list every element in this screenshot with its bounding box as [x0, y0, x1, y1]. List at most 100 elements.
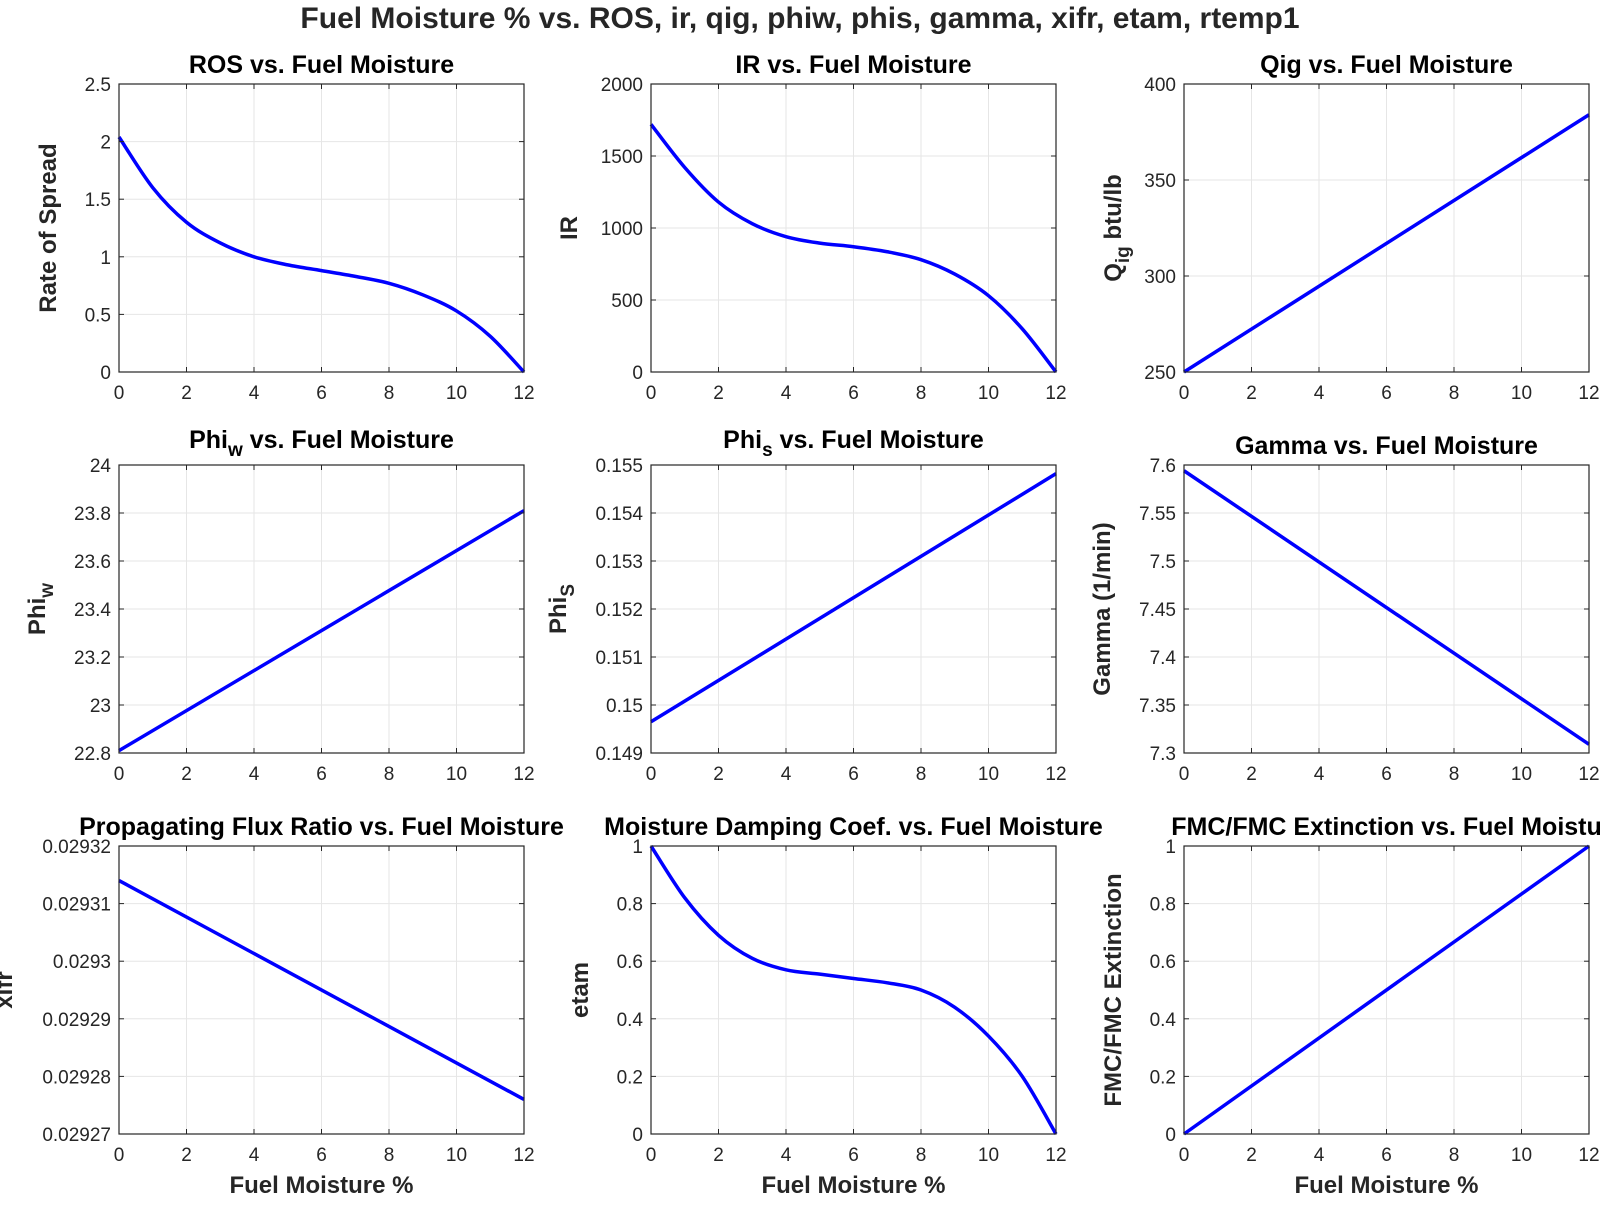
x-tick-label: 6 — [1381, 1145, 1392, 1166]
y-tick-label: 0.8 — [1150, 895, 1176, 916]
y-axis-label: Rate of Spread — [35, 143, 62, 312]
y-axis-label: Phiw — [24, 583, 58, 635]
y-axis-label-text: FMC/FMC Extinction — [1100, 873, 1127, 1106]
x-tick-label: 8 — [1449, 1145, 1460, 1166]
x-tick-label: 0 — [646, 383, 657, 404]
x-tick-label: 12 — [1578, 383, 1599, 404]
y-tick-label: 23.6 — [74, 552, 111, 573]
y-tick-label: 1 — [100, 248, 111, 269]
x-tick-label: 12 — [1578, 764, 1599, 785]
x-tick-label: 6 — [316, 383, 327, 404]
y-axis-label: Gamma (1/min) — [1089, 522, 1116, 695]
subplot-title: Gamma vs. Fuel Moisture — [1235, 432, 1538, 460]
y-axis-label-text: Gamma (1/min) — [1089, 522, 1116, 695]
y-tick-label: 250 — [1144, 363, 1176, 384]
x-tick-label: 6 — [848, 383, 859, 404]
x-tick-label: 4 — [781, 383, 792, 404]
y-tick-label: 0.6 — [1150, 952, 1176, 973]
y-tick-label: 0 — [100, 363, 111, 384]
x-tick-label: 0 — [1179, 1145, 1190, 1166]
y-tick-label: 7.35 — [1139, 696, 1176, 717]
y-tick-label: 0.15 — [606, 696, 643, 717]
x-tick-label: 2 — [1246, 383, 1257, 404]
subplot-title: FMC/FMC Extinction vs. Fuel Moistu — [1171, 813, 1600, 841]
x-tick-label: 8 — [1449, 383, 1460, 404]
y-tick-label: 7.55 — [1139, 504, 1176, 525]
y-tick-label: 7.6 — [1150, 456, 1176, 477]
y-tick-label: 1 — [632, 837, 643, 858]
y-tick-label: 0 — [632, 1125, 643, 1146]
subplot-title-text: IR vs. Fuel Moisture — [735, 51, 971, 79]
x-tick-label: 4 — [1314, 764, 1325, 785]
x-tick-label: 6 — [1381, 383, 1392, 404]
y-tick-label: 7.4 — [1150, 648, 1177, 669]
x-tick-label: 8 — [916, 764, 927, 785]
x-tick-label: 2 — [713, 1145, 724, 1166]
x-axis-label: Fuel Moisture % — [229, 1172, 413, 1199]
x-tick-label: 10 — [1511, 383, 1532, 404]
x-axis-label: Fuel Moisture % — [1294, 1172, 1478, 1199]
subplot-5: 0 2 4 6 8 10 12 0.149 0.15 0.151 0.152 0.153 0.154 0.… — [545, 426, 1067, 785]
y-axis-label-text: Phi — [545, 597, 572, 634]
y-tick-label: 7.45 — [1139, 600, 1176, 621]
subplot-title: IR vs. Fuel Moisture — [735, 51, 971, 79]
x-tick-label: 8 — [384, 1145, 395, 1166]
y-tick-label: 0.8 — [617, 895, 643, 916]
x-tick-label: 4 — [781, 764, 792, 785]
x-tick-label: 2 — [713, 383, 724, 404]
series-line — [650, 472, 1057, 724]
x-tick-label: 2 — [1246, 764, 1257, 785]
x-tick-label: 6 — [848, 1145, 859, 1166]
x-tick-label: 4 — [249, 764, 260, 785]
x-tick-label: 8 — [384, 764, 395, 785]
y-tick-label: 24 — [90, 456, 112, 477]
x-tick-label: 0 — [114, 1145, 125, 1166]
y-tick-label: 23 — [90, 696, 111, 717]
x-tick-label: 10 — [446, 383, 467, 404]
subplot-title-suffix: vs. Fuel Moisture — [773, 426, 984, 454]
y-axis-label-subscript: ig — [1113, 246, 1134, 263]
x-tick-label: 2 — [181, 383, 192, 404]
x-tick-label: 0 — [114, 383, 125, 404]
subplot-title-text: FMC/FMC Extinction vs. Fuel Moistu — [1171, 813, 1600, 841]
x-tick-label: 12 — [1045, 383, 1066, 404]
y-axis-label-text: Rate of Spread — [35, 143, 62, 312]
subplot-title-text: Phi — [723, 426, 762, 454]
x-tick-label: 8 — [916, 1145, 927, 1166]
y-tick-label: 23.2 — [74, 648, 111, 669]
y-tick-label: 0 — [632, 363, 643, 384]
x-tick-label: 0 — [646, 764, 657, 785]
subplot-title: Qig vs. Fuel Moisture — [1260, 51, 1513, 79]
y-tick-label: 0.2 — [1150, 1067, 1176, 1088]
y-tick-label: 0.02931 — [42, 895, 111, 916]
y-tick-label: 400 — [1144, 75, 1176, 96]
series-line — [649, 845, 1058, 1135]
subplot-title-text: Propagating Flux Ratio vs. Fuel Moisture — [79, 813, 564, 841]
x-tick-label: 4 — [781, 1145, 792, 1166]
y-axis-label-suffix: btu/lb — [1100, 174, 1127, 246]
x-tick-label: 2 — [181, 1145, 192, 1166]
y-tick-label: 0.153 — [595, 552, 643, 573]
x-tick-label: 2 — [713, 764, 724, 785]
y-tick-label: 300 — [1144, 267, 1176, 288]
y-tick-label: 0.4 — [1150, 1010, 1177, 1031]
subplot-1: 0 2 4 6 8 10 12 0 0.5 1 1.5 2 2.5 ROS vs. Fuel Moistu… — [35, 51, 535, 404]
subplot-3: 0 2 4 6 8 10 12 250 300 350 400 Qig vs. Fuel Moistu… — [1100, 51, 1600, 404]
x-tick-label: 8 — [916, 383, 927, 404]
y-tick-label: 1 — [1165, 837, 1176, 858]
y-axis-label: PhiS — [545, 584, 579, 634]
y-axis-label-text: Q — [1100, 263, 1127, 282]
x-tick-label: 10 — [978, 383, 999, 404]
y-tick-label: 0.02927 — [42, 1125, 111, 1146]
subplot-title-subscript: w — [227, 440, 243, 461]
subplot-6: 0 2 4 6 8 10 12 7.3 7.35 7.4 7.45 7.5 7.55 7.6 Gamma v… — [1089, 432, 1600, 785]
y-axis-label-subscript: S — [558, 584, 579, 597]
series-line — [118, 509, 525, 753]
y-tick-label: 2 — [100, 133, 111, 154]
subplot-title: Phiw vs. Fuel Moisture — [189, 426, 454, 461]
x-tick-label: 12 — [513, 1145, 534, 1166]
y-tick-label: 1.5 — [85, 190, 111, 211]
x-tick-label: 10 — [446, 1145, 467, 1166]
x-tick-label: 8 — [384, 383, 395, 404]
